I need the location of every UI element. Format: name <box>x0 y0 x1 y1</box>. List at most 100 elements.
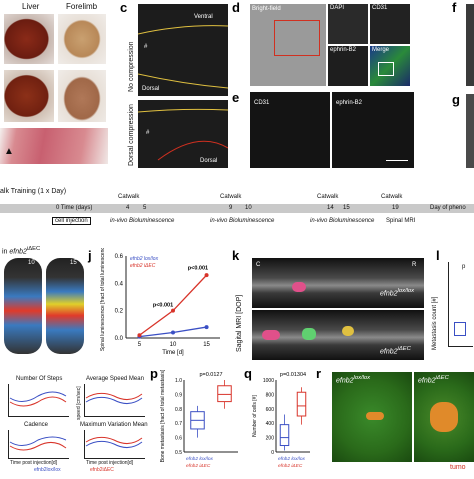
dorsal-label: Dorsal <box>142 86 160 92</box>
p-ytick-4: 0.9 <box>175 392 182 398</box>
gait-plot-1 <box>9 391 67 407</box>
gait-axis-2 <box>84 384 145 417</box>
q-ytick-0: 0 <box>271 450 274 456</box>
q-pvalue: p=0.01304 <box>280 372 306 378</box>
p-ytick-5: 1.0 <box>175 378 182 384</box>
panel-k-mri-lox: C R efnb2lox/lox <box>252 258 424 308</box>
j-ylabel: Spinal luminescence [fract of total lumi… <box>100 248 106 351</box>
j-legend-1: efnb2 iΔEC <box>130 263 156 269</box>
p-ytick-2: 0.7 <box>175 421 182 427</box>
panel-b: Liver Forelimb ▲ <box>0 0 108 168</box>
timeline: alk Training (1 x Day) 0 Time (days) 4 5… <box>0 188 474 240</box>
q-legend-0: efnb2 lox/lox <box>278 456 306 462</box>
panel-i-prefix: in <box>2 248 8 256</box>
panel-i-gene: efnb2 <box>9 248 27 256</box>
gait-title-4: Maximum Variation Mean <box>80 422 148 428</box>
catwalk-1: Catwalk <box>118 194 140 200</box>
panel-r-sup2: iΔEC <box>435 375 449 381</box>
mouse-day10 <box>4 258 42 354</box>
mouse-day15 <box>46 258 84 354</box>
label-forelimb: Forelimb <box>66 2 98 11</box>
tick-14: 14 <box>327 205 334 211</box>
panel-r-tumor-1 <box>366 412 384 420</box>
training-label: alk Training (1 x Day) <box>0 188 67 195</box>
panel-g-partial <box>466 94 474 168</box>
panel-letter-d: d <box>232 0 240 15</box>
metastasis-blob-2 <box>262 330 280 340</box>
gait-axis-4 <box>84 430 145 459</box>
panel-k-label-iec: efnb2iΔEC <box>380 346 411 355</box>
panel-k-sup2: iΔEC <box>397 346 411 352</box>
p-box-1 <box>217 385 232 403</box>
gait-axis-1 <box>8 384 69 417</box>
j-annotation-0: p<0.001 <box>153 303 173 309</box>
panel-i: in efnb2iΔEC 10 15 <box>0 246 86 356</box>
dapi-label: DAPI <box>330 5 345 11</box>
j-ytick-1: 0.2 <box>115 309 124 315</box>
arrowhead-marker: ▲ <box>4 146 14 157</box>
metastasis-blob-4 <box>342 326 354 336</box>
spinal-mri-label: Spinal MRI <box>386 218 416 224</box>
panel-e-ephrin: ephrin-B2 <box>332 92 414 168</box>
panel-c-bottom-outline <box>138 108 228 161</box>
panel-l-chart: p <box>448 262 474 350</box>
q-ytick-3: 600 <box>266 407 275 413</box>
panel-i-title: in efnb2iΔEC <box>2 246 40 255</box>
panel-k-c: C <box>256 262 261 268</box>
cell-injection: cell injection <box>52 217 91 225</box>
panel-r-gene2: efnb2 <box>418 377 436 385</box>
panel-c-dorsal-compression: # Dorsal <box>138 100 228 168</box>
panel-r-gene1: efnb2 <box>336 377 354 385</box>
q-ytick-4: 800 <box>266 392 275 398</box>
forelimb-photo-2 <box>58 70 106 122</box>
j-point-1-2 <box>204 273 209 278</box>
gait-title-1: Number Of Steps <box>16 376 63 382</box>
p-ytick-3: 0.8 <box>175 407 182 413</box>
panel-i-sup: iΔEC <box>26 246 41 252</box>
j-ytick-2: 0.4 <box>115 281 124 287</box>
j-point-1-0 <box>137 333 142 338</box>
panel-k-sup1: lox/lox <box>397 288 415 294</box>
cd31-label: CD31 <box>372 5 388 11</box>
liver-photo-1 <box>4 14 54 64</box>
bio-1: in-vivo Bioluminescence <box>110 218 175 224</box>
q-box-0 <box>279 424 290 447</box>
q-ylabel: Number of cells [#] <box>252 395 258 437</box>
panel-letter-j: j <box>88 248 92 263</box>
liver-photo-2 <box>4 70 54 122</box>
j-ytick-3: 0.6 <box>115 254 124 260</box>
panel-letter-k: k <box>232 248 240 263</box>
gait-ylabel-2: speed [cm/sec] <box>76 386 82 420</box>
hash-marker: # <box>144 44 148 50</box>
q-ytick-5: 1000 <box>263 378 274 384</box>
tick-15: 15 <box>343 205 350 211</box>
panel-o: Number Of Steps Average Speed Mean speed… <box>0 374 150 474</box>
j-xtick-0: 5 <box>138 342 142 348</box>
j-xtick-2: 15 <box>203 342 210 348</box>
panel-c-top-outline <box>138 25 228 89</box>
panel-letter-g: g <box>452 92 460 107</box>
gait-title-3: Cadence <box>24 422 49 428</box>
q-ytick-2: 400 <box>266 421 275 427</box>
p-ytick-1: 0.6 <box>175 436 182 442</box>
tick-9: 9 <box>229 205 233 211</box>
panel-letter-q: q <box>244 366 252 381</box>
panel-r-label-lox: efnb2lox/lox <box>336 375 370 384</box>
chart-j-svg: 0.0 0.2 0.4 0.6 5 10 15 Time [d] Spinal luminesc… <box>100 242 220 356</box>
gait-plot-3 <box>9 436 67 451</box>
day-15-label: 15 <box>70 260 77 266</box>
tick-4: 4 <box>126 205 130 211</box>
forelimb-photo-1 <box>58 14 106 64</box>
gait-legend-1: efnb2lox/lox <box>34 467 61 473</box>
ventral-label: Ventral <box>194 14 213 20</box>
panel-j-chart: 0.0 0.2 0.4 0.6 5 10 15 Time [d] Spinal luminesc… <box>96 242 226 360</box>
panel-l-ylabel: Metastasis count [#] <box>432 296 438 350</box>
panel-k-gene2: efnb2 <box>380 348 398 356</box>
scale-bar <box>386 160 408 161</box>
time-days-label: 0 Time (days) <box>56 205 93 211</box>
p-pvalue: p=0.0127 <box>199 372 222 378</box>
bio-3: in-vivo Bioluminescence <box>310 218 375 224</box>
catwalk-3: Catwalk <box>317 194 339 200</box>
panel-r-iec: efnb2iΔEC <box>414 372 474 462</box>
j-point-0-2 <box>204 325 209 330</box>
